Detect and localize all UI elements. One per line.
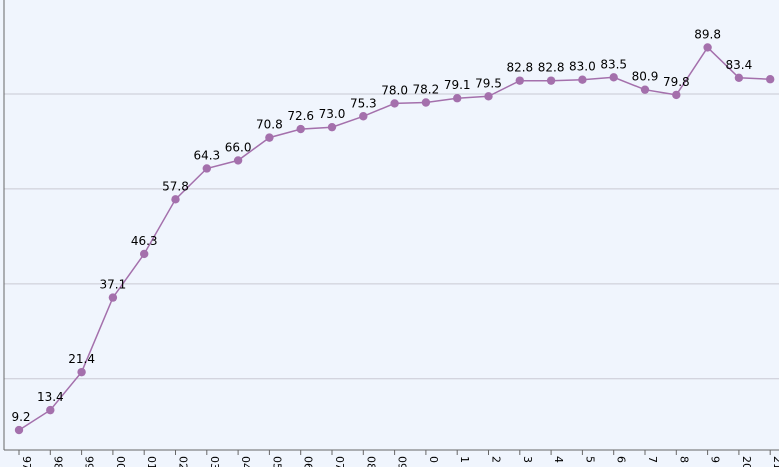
data-label: 37.1 <box>100 278 127 292</box>
x-tick-label: 21 <box>771 456 779 467</box>
data-point <box>46 405 55 415</box>
data-point <box>766 75 775 84</box>
data-label: 72.6 <box>287 109 314 123</box>
data-label: 83.5 <box>600 57 627 71</box>
x-tick-labels: 9798990001020304050607080901234567892021 <box>18 450 779 467</box>
data-point <box>578 75 587 84</box>
data-point <box>390 99 399 108</box>
data-points <box>14 43 775 435</box>
data-label: 82.8 <box>538 61 565 75</box>
data-point <box>515 76 524 85</box>
data-label: 70.8 <box>256 118 283 132</box>
data-label: 9.2 <box>11 410 30 424</box>
x-tick-label: 04 <box>239 456 252 467</box>
data-label: 79.8 <box>663 75 690 89</box>
data-label: 78.0 <box>381 83 408 97</box>
data-point <box>296 124 305 134</box>
data-point <box>484 92 493 101</box>
data-point <box>77 367 86 377</box>
x-tick-label: 3 <box>521 456 534 463</box>
x-tick-label: 02 <box>177 456 190 467</box>
data-point <box>108 293 118 302</box>
data-point <box>734 73 744 83</box>
data-point <box>640 85 650 94</box>
data-point <box>453 94 462 103</box>
data-label: 83.0 <box>569 60 596 74</box>
data-point <box>202 164 211 173</box>
data-point <box>546 76 556 85</box>
data-point <box>14 425 24 435</box>
data-label: 78.2 <box>413 82 440 96</box>
x-tick-label: 20 <box>740 456 753 467</box>
data-point <box>672 90 681 100</box>
data-point <box>609 73 618 82</box>
data-label: 80.9 <box>632 70 659 84</box>
data-point <box>359 112 368 121</box>
data-point <box>327 122 337 132</box>
data-label: 89.8 <box>694 27 721 41</box>
data-label: 66.0 <box>225 140 252 154</box>
data-label: 79.1 <box>444 78 471 92</box>
x-tick-label: 03 <box>208 456 221 467</box>
x-tick-label: 8 <box>677 456 690 463</box>
axes <box>3 0 779 451</box>
data-point <box>171 195 180 204</box>
x-tick-label: 09 <box>396 456 409 467</box>
x-tick-label: 01 <box>145 456 158 467</box>
data-label: 46.3 <box>131 234 158 248</box>
data-label: 73.0 <box>319 107 346 121</box>
x-tick-label: 98 <box>51 456 64 467</box>
data-point <box>140 249 149 259</box>
data-label: 79.5 <box>475 76 502 90</box>
data-label: 21.4 <box>68 352 95 366</box>
x-tick-label: 4 <box>552 456 565 463</box>
x-tick-label: 97 <box>20 456 33 467</box>
data-label: 82.8 <box>506 61 533 75</box>
data-label: 75.3 <box>350 96 377 110</box>
x-tick-label: 5 <box>583 456 596 463</box>
data-point <box>265 133 274 142</box>
x-tick-label: 99 <box>83 456 96 467</box>
x-tick-label: 9 <box>709 456 722 463</box>
data-label: 64.3 <box>193 148 220 162</box>
x-tick-label: 2 <box>490 456 503 463</box>
gridlines <box>4 93 779 380</box>
data-label: 83.4 <box>726 58 753 72</box>
data-label: 13.4 <box>37 390 64 404</box>
x-tick-label: 05 <box>270 456 283 467</box>
x-tick-label: 08 <box>364 456 377 467</box>
data-point <box>233 156 243 165</box>
x-tick-label: 1 <box>458 456 471 463</box>
data-point <box>703 43 712 52</box>
x-tick-label: 07 <box>333 456 346 467</box>
x-tick-label: 00 <box>114 456 127 467</box>
x-tick-label: 6 <box>615 456 628 463</box>
data-labels: 9.2 13.4 21.4 37.1 46.3 57.8 64.3 66.0 70.8 72.6 7… <box>11 27 779 424</box>
x-tick-label: 7 <box>646 456 659 463</box>
x-tick-label: 0 <box>427 456 440 463</box>
x-tick-label: 06 <box>302 456 315 467</box>
data-point <box>421 98 431 107</box>
data-label: 57.8 <box>162 179 189 193</box>
